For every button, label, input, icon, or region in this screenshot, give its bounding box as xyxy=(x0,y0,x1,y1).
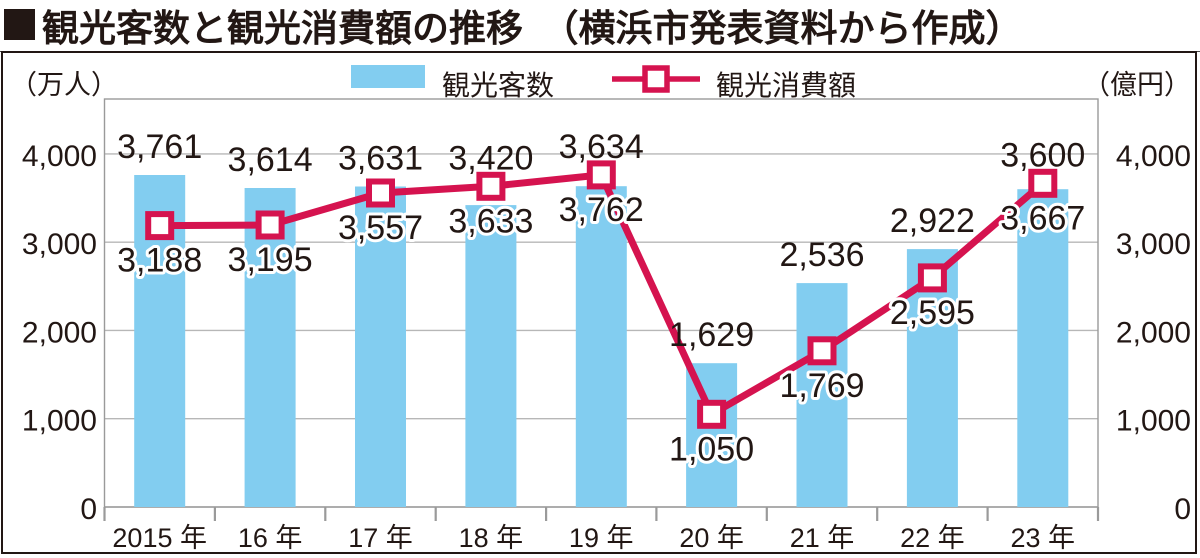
svg-text:2,536: 2,536 xyxy=(779,236,864,274)
svg-text:3,000: 3,000 xyxy=(22,228,97,261)
svg-text:3,762: 3,762 xyxy=(559,191,644,229)
svg-text:1,050: 1,050 xyxy=(669,430,754,468)
svg-text:19 年: 19 年 xyxy=(569,523,634,553)
svg-text:3,000: 3,000 xyxy=(1116,228,1191,261)
svg-text:3,600: 3,600 xyxy=(1000,136,1085,174)
svg-text:4,000: 4,000 xyxy=(22,140,97,173)
svg-text:3,631: 3,631 xyxy=(338,140,423,178)
svg-text:1,000: 1,000 xyxy=(1116,405,1191,438)
svg-text:17 年: 17 年 xyxy=(348,523,413,553)
svg-text:21 年: 21 年 xyxy=(790,523,855,553)
svg-text:20 年: 20 年 xyxy=(679,523,744,553)
svg-text:22 年: 22 年 xyxy=(900,523,965,553)
svg-text:2,000: 2,000 xyxy=(22,316,97,349)
svg-text:3,761: 3,761 xyxy=(117,128,202,166)
svg-text:16 年: 16 年 xyxy=(238,523,303,553)
svg-text:3,634: 3,634 xyxy=(559,128,644,166)
svg-text:2,595: 2,595 xyxy=(890,294,975,332)
svg-text:1,000: 1,000 xyxy=(22,405,97,438)
svg-text:3,420: 3,420 xyxy=(448,139,533,177)
svg-text:3,614: 3,614 xyxy=(228,141,313,179)
svg-text:18 年: 18 年 xyxy=(459,523,524,553)
svg-text:2015 年: 2015 年 xyxy=(112,523,207,553)
svg-text:4,000: 4,000 xyxy=(1116,140,1191,173)
svg-text:3,188: 3,188 xyxy=(117,242,202,280)
svg-text:3,633: 3,633 xyxy=(448,202,533,240)
svg-text:2,000: 2,000 xyxy=(1116,316,1191,349)
svg-text:1,629: 1,629 xyxy=(669,316,754,354)
svg-text:0: 0 xyxy=(1174,493,1191,526)
svg-text:1,769: 1,769 xyxy=(779,367,864,405)
svg-text:0: 0 xyxy=(80,493,97,526)
svg-text:3,557: 3,557 xyxy=(338,209,423,247)
svg-text:3,667: 3,667 xyxy=(1000,199,1085,237)
svg-text:23 年: 23 年 xyxy=(1011,523,1076,553)
svg-text:2,922: 2,922 xyxy=(890,202,975,240)
svg-text:3,195: 3,195 xyxy=(228,241,313,279)
